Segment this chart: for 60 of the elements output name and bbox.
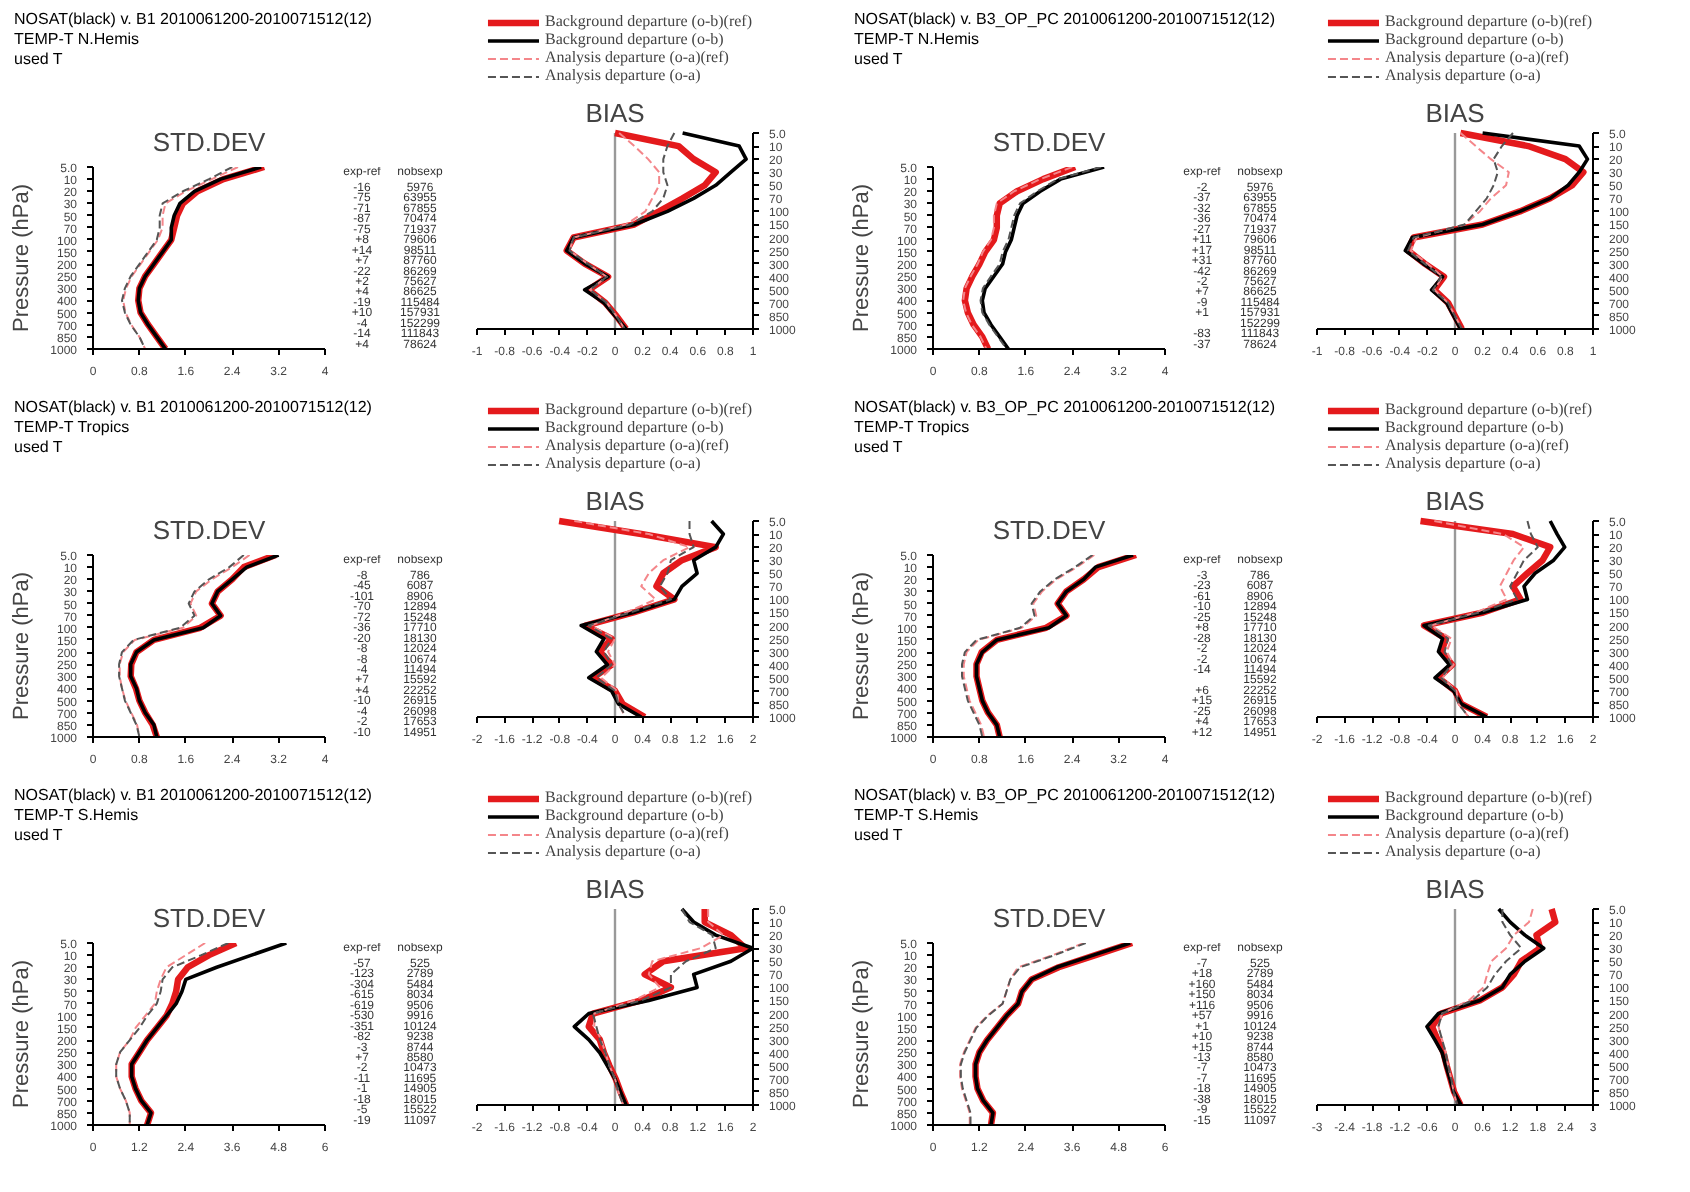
chart-title: STD.DEV	[992, 903, 1106, 933]
text: NOSAT(black) v. B3_OP_PC 2010061200-2010071512(12)	[854, 10, 1275, 28]
legend-label: Background departure (o-b)	[544, 806, 724, 824]
legend-label: Background departure (o-b)	[544, 418, 724, 436]
legend-label: Analysis departure (o-a)(ref)	[544, 436, 729, 454]
legend-label: Analysis departure (o-a)	[1384, 66, 1541, 84]
legend-label: Analysis departure (o-a)	[1384, 454, 1541, 472]
text: TEMP-T N.Hemis	[14, 30, 140, 48]
y-axis-title: Pressure (hPa)	[850, 572, 875, 720]
text: TEMP-T Tropics	[854, 418, 970, 436]
legend-label: Analysis departure (o-a)(ref)	[544, 48, 729, 66]
chart-title: BIAS	[1425, 98, 1486, 128]
text: NOSAT(black) v. B1 2010061200-2010071512(12)	[14, 786, 372, 804]
y-axis-title: Pressure (hPa)	[10, 184, 35, 332]
chart-title: BIAS	[585, 486, 646, 516]
y-axis-title: Pressure (hPa)	[850, 184, 875, 332]
chart-title: BIAS	[585, 874, 646, 904]
legend-label: Background departure (o-b)	[1384, 806, 1564, 824]
text: TEMP-T N.Hemis	[854, 30, 980, 48]
legend-label: Background departure (o-b)(ref)	[544, 788, 752, 806]
legend-label: Background departure (o-b)(ref)	[1384, 400, 1592, 418]
legend-label: Analysis departure (o-a)	[544, 454, 701, 472]
text: NOSAT(black) v. B3_OP_PC 2010061200-2010071512(12)	[854, 398, 1275, 416]
y-axis-title: Pressure (hPa)	[10, 960, 35, 1108]
chart-title: STD.DEV	[152, 903, 266, 933]
legend-label: Analysis departure (o-a)(ref)	[1384, 824, 1569, 842]
y-axis-title: Pressure (hPa)	[10, 572, 35, 720]
text: NOSAT(black) v. B1 2010061200-2010071512(12)	[14, 10, 372, 28]
legend-label: Background departure (o-b)(ref)	[544, 12, 752, 30]
text: TEMP-T S.Hemis	[854, 806, 979, 824]
legend-label: Background departure (o-b)(ref)	[1384, 788, 1592, 806]
legend-label: Analysis departure (o-a)(ref)	[1384, 48, 1569, 66]
text: used T	[854, 826, 903, 844]
text: used T	[854, 50, 903, 68]
legend-label: Background departure (o-b)(ref)	[544, 400, 752, 418]
y-axis-title: Pressure (hPa)	[850, 960, 875, 1108]
chart-title: STD.DEV	[152, 127, 266, 157]
legend-label: Analysis departure (o-a)	[1384, 842, 1541, 860]
text: TEMP-T S.Hemis	[14, 806, 139, 824]
legend-label: Analysis departure (o-a)	[544, 66, 701, 84]
text: NOSAT(black) v. B3_OP_PC 2010061200-2010071512(12)	[854, 786, 1275, 804]
legend-label: Analysis departure (o-a)	[544, 842, 701, 860]
chart-title: STD.DEV	[992, 127, 1106, 157]
chart-title: BIAS	[585, 98, 646, 128]
text: used T	[14, 50, 63, 68]
text: TEMP-T Tropics	[14, 418, 130, 436]
legend-label: Analysis departure (o-a)(ref)	[544, 824, 729, 842]
legend-label: Background departure (o-b)	[1384, 418, 1564, 436]
legend-label: Background departure (o-b)(ref)	[1384, 12, 1592, 30]
chart-title: BIAS	[1425, 486, 1486, 516]
text: NOSAT(black) v. B1 2010061200-2010071512(12)	[14, 398, 372, 416]
chart-title: BIAS	[1425, 874, 1486, 904]
text: used T	[14, 826, 63, 844]
legend-label: Background departure (o-b)	[1384, 30, 1564, 48]
text: used T	[854, 438, 903, 456]
legend-label: Background departure (o-b)	[544, 30, 724, 48]
legend-label: Analysis departure (o-a)(ref)	[1384, 436, 1569, 454]
chart-title: STD.DEV	[152, 515, 266, 545]
text: used T	[14, 438, 63, 456]
chart-title: STD.DEV	[992, 515, 1106, 545]
